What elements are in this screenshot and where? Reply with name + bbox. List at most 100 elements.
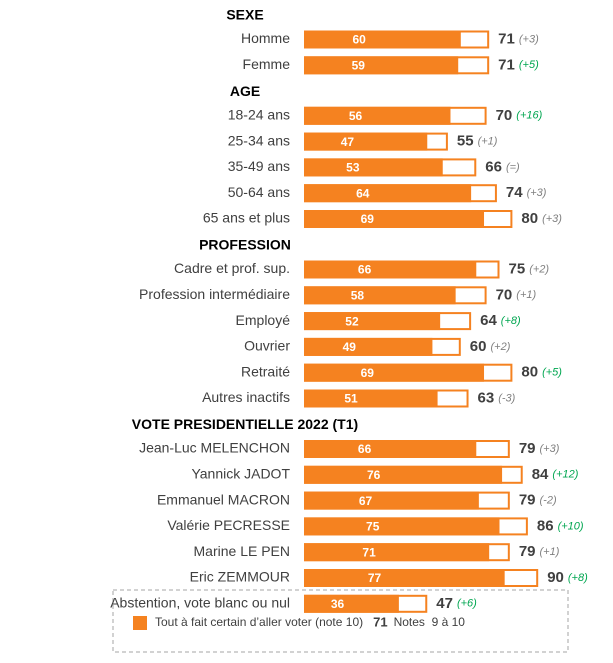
total-label: 64	[480, 312, 497, 329]
value-label: 53	[346, 161, 360, 175]
value-label: 77	[368, 571, 382, 585]
change-label: (+10)	[558, 520, 584, 532]
value-label: 58	[351, 288, 365, 302]
change-label: (+3)	[527, 187, 547, 199]
value-label: 66	[358, 263, 372, 277]
group-title: SEXE	[226, 7, 263, 23]
total-label: 75	[509, 260, 526, 277]
total-label: 60	[470, 338, 487, 355]
category-label: Cadre et prof. sup.	[174, 260, 290, 276]
group-title: VOTE PRESIDENTIELLE 2022 (T1)	[132, 416, 358, 432]
category-label: Abstention, vote blanc ou nul	[110, 595, 290, 611]
total-label: 90	[547, 569, 564, 586]
category-label: Homme	[241, 30, 290, 46]
change-label: (=)	[506, 161, 520, 173]
value-label: 56	[349, 109, 363, 123]
bar	[304, 56, 459, 75]
value-label: 59	[352, 58, 366, 72]
category-label: Marine LE PEN	[194, 543, 290, 559]
total-label: 80	[521, 210, 538, 227]
change-label: (+5)	[542, 367, 562, 379]
value-label: 76	[367, 468, 381, 482]
change-label: (+8)	[568, 572, 588, 584]
change-label: (+1)	[540, 546, 560, 558]
bar	[304, 517, 500, 536]
change-label: (-3)	[498, 392, 515, 404]
category-label: Ouvrier	[244, 338, 290, 354]
category-label: Jean-Luc MELENCHON	[139, 440, 290, 456]
bar	[304, 30, 461, 49]
bar	[304, 337, 433, 356]
bar	[304, 312, 441, 331]
total-label: 74	[506, 184, 523, 201]
legend-label: Tout à fait certain d’aller voter (note …	[155, 615, 363, 629]
bar	[304, 465, 503, 484]
value-label: 47	[341, 135, 355, 149]
category-label: 25-34 ans	[228, 132, 290, 148]
category-label: 65 ans et plus	[203, 210, 290, 226]
total-label: 79	[519, 440, 536, 457]
total-label: 63	[478, 389, 495, 406]
value-label: 64	[356, 186, 370, 200]
category-label: Profession intermédiaire	[139, 286, 290, 302]
total-label: 84	[532, 466, 549, 483]
category-label: Employé	[236, 312, 291, 328]
change-label: (-2)	[540, 495, 557, 507]
legend-swatch	[133, 616, 147, 630]
value-label: 36	[331, 597, 345, 611]
value-label: 75	[366, 520, 380, 534]
category-label: Valérie PECRESSE	[167, 517, 290, 533]
category-label: Eric ZEMMOUR	[190, 569, 290, 585]
bar	[304, 594, 399, 613]
bar	[304, 363, 485, 382]
value-label: 51	[344, 392, 358, 406]
legend-box	[112, 589, 569, 653]
total-label: 86	[537, 517, 554, 534]
bar	[304, 491, 479, 510]
change-label: (+8)	[501, 315, 521, 327]
bar	[304, 184, 472, 203]
bar	[304, 440, 477, 458]
bar	[304, 389, 438, 408]
total-label: 79	[519, 492, 536, 509]
bar	[304, 543, 490, 562]
change-label: (+5)	[519, 59, 539, 71]
value-label: 69	[361, 212, 375, 226]
category-label: Emmanuel MACRON	[157, 491, 290, 507]
value-label: 66	[358, 442, 372, 456]
total-label: 80	[521, 364, 538, 381]
total-label: 79	[519, 543, 536, 560]
category-label: 35-49 ans	[228, 158, 290, 174]
total-label: 66	[485, 158, 502, 175]
total-label: 55	[457, 133, 474, 150]
category-label: Femme	[243, 56, 291, 72]
value-label: 60	[353, 33, 367, 47]
change-label: (+2)	[529, 263, 549, 275]
category-label: 18-24 ans	[228, 107, 290, 123]
group-title: PROFESSION	[199, 237, 291, 253]
total-label: 71	[498, 56, 515, 73]
bar	[304, 106, 451, 125]
total-label: 70	[496, 286, 513, 303]
bar	[304, 286, 456, 305]
bar	[304, 158, 443, 177]
legend-sample: 71	[373, 614, 387, 629]
bar	[304, 132, 428, 151]
category-label: Autres inactifs	[202, 389, 290, 405]
change-label: (+3)	[519, 33, 539, 45]
value-label: 52	[345, 314, 359, 328]
change-label: (+2)	[490, 341, 510, 353]
change-label: (+16)	[516, 110, 542, 122]
bar	[304, 210, 485, 228]
value-label: 67	[359, 494, 373, 508]
change-label: (+1)	[516, 289, 536, 301]
total-label: 47	[436, 595, 453, 612]
total-label: 71	[498, 30, 515, 47]
change-label: (+1)	[478, 136, 498, 148]
change-label: (+3)	[540, 443, 560, 455]
category-label: Yannick JADOT	[191, 466, 290, 482]
category-label: Retraité	[241, 363, 290, 379]
group-title: AGE	[230, 83, 260, 99]
bar	[304, 260, 477, 279]
